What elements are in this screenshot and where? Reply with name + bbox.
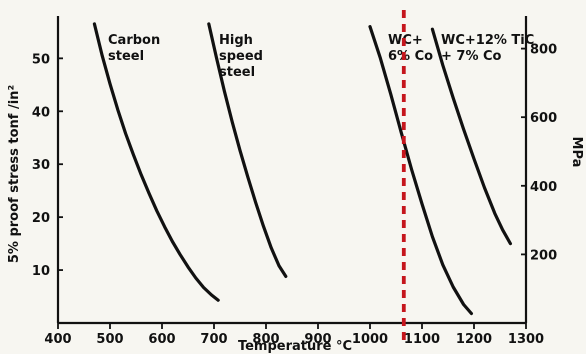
x-tick-label: 400 (44, 332, 71, 347)
y2-tick-label: 600 (530, 111, 557, 126)
x-tick-label: 800 (252, 332, 279, 347)
series-label-high-speed-steel-line-1: High (219, 33, 253, 48)
series-label-carbon-steel-line-2: steel (108, 49, 144, 64)
series-line-2 (207, 22, 288, 278)
series-label-high-speed-steel-line-3: steel (219, 65, 255, 80)
y-axis-title: 5% proof stress tonf /in² (7, 85, 22, 263)
series-label-wc-6-co-line-2: 6% Co (388, 49, 433, 64)
series-line-4 (430, 27, 512, 246)
x-tick-label: 900 (304, 332, 331, 347)
y-tick-label: 30 (32, 158, 50, 173)
y-tick-label: 40 (32, 105, 50, 120)
y2-tick-label: 800 (530, 43, 557, 58)
x-tick-label: 1200 (456, 332, 492, 347)
y-tick-label: 20 (32, 211, 50, 226)
series-label-carbon-steel-line-1: Carbon (108, 33, 160, 48)
x-tick-label: 500 (96, 332, 123, 347)
series-line-1 (92, 22, 220, 302)
y-tick-label: 50 (32, 52, 50, 67)
series-label-wc-tic-co-line-2: + 7% Co (441, 49, 502, 64)
x-tick-label: 1300 (508, 332, 544, 347)
y2-axis-title: MPa (569, 137, 584, 168)
x-axis-title: Temperature °C (238, 339, 352, 354)
series-line-3 (368, 25, 473, 316)
x-tick-label: 700 (200, 332, 227, 347)
y-tick-label: 10 (32, 264, 50, 279)
y2-tick-label: 400 (530, 180, 557, 195)
x-tick-label: 600 (148, 332, 175, 347)
series-label-wc-tic-co-line-1: WC+12% TiC (441, 33, 534, 48)
x-tick-label: 1100 (404, 332, 440, 347)
y2-tick-label: 200 (530, 248, 557, 263)
series-label-high-speed-steel-line-2: speed (219, 49, 263, 64)
x-tick-label: 1000 (352, 332, 388, 347)
